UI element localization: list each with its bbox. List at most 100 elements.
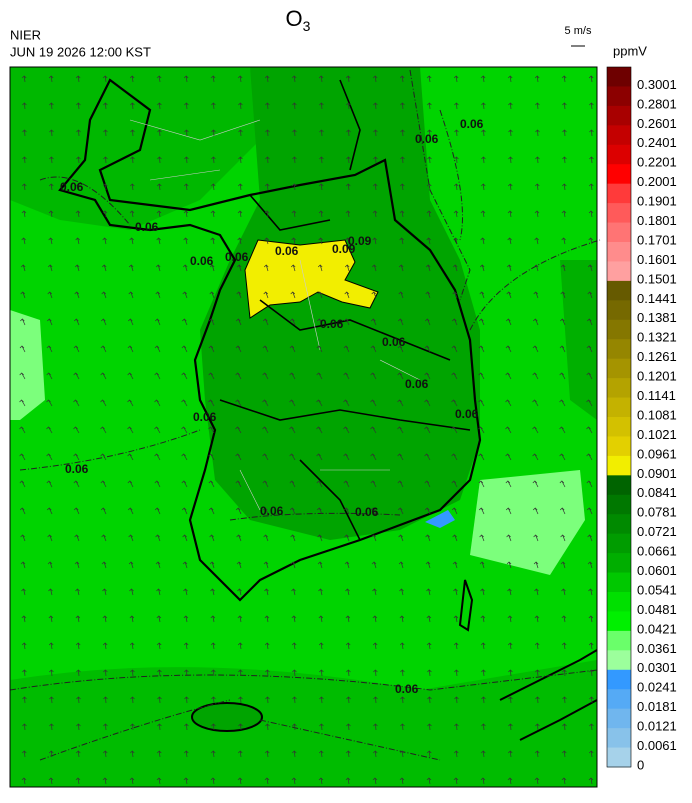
wind-arrow-head bbox=[373, 696, 378, 700]
wind-arrow bbox=[104, 183, 107, 191]
wind-arrow bbox=[375, 156, 377, 164]
wind-arrow bbox=[348, 156, 350, 164]
wind-arrow-head bbox=[127, 507, 133, 511]
wind-arrow-head bbox=[316, 372, 321, 376]
wind-arrow bbox=[158, 642, 161, 650]
wind-arrow-head bbox=[238, 156, 243, 160]
wind-arrow bbox=[266, 750, 269, 758]
wind-arrow-head bbox=[236, 318, 241, 322]
wind-arrow-head bbox=[291, 75, 297, 79]
wind-arrow-head bbox=[505, 426, 510, 430]
wind-arrow-head bbox=[426, 75, 432, 79]
wind-arrow bbox=[429, 102, 431, 110]
wind-arrow-head bbox=[398, 534, 403, 538]
wind-arrow-head bbox=[211, 750, 216, 754]
colorbar-label: 0.2401 bbox=[637, 135, 677, 150]
wind-arrow-head bbox=[103, 750, 108, 754]
wind-arrow bbox=[293, 588, 296, 596]
wind-arrow-head bbox=[343, 345, 349, 349]
wind-arrow-head bbox=[127, 372, 132, 376]
wind-arrow-head bbox=[345, 75, 351, 79]
wind-arrow bbox=[319, 291, 323, 299]
colorbar-cell bbox=[607, 514, 631, 535]
wind-arrow-head bbox=[102, 75, 108, 79]
wind-arrow bbox=[240, 723, 242, 731]
wind-arrow bbox=[401, 588, 404, 596]
wind-arrow-head bbox=[102, 210, 108, 214]
wind-arrow bbox=[563, 183, 566, 191]
wind-arrow bbox=[131, 237, 134, 245]
wind-arrow bbox=[536, 588, 539, 596]
timestamp: JUN 19 2026 12:00 KST bbox=[10, 44, 151, 59]
wind-arrow-head bbox=[398, 318, 403, 322]
wind-arrow-head bbox=[101, 291, 106, 295]
colorbar-label: 0.2601 bbox=[637, 116, 677, 131]
wind-arrow bbox=[293, 183, 296, 191]
wind-arrow bbox=[482, 75, 485, 83]
wind-arrow-head bbox=[49, 129, 54, 133]
wind-arrow bbox=[428, 210, 431, 218]
wind-arrow bbox=[456, 156, 458, 164]
wind-arrow-head bbox=[155, 291, 160, 295]
wind-arrow-head bbox=[343, 507, 349, 511]
wind-arrow bbox=[292, 291, 296, 299]
wind-arrow-head bbox=[481, 156, 486, 160]
colorbar-label: 0.2801 bbox=[637, 96, 677, 111]
wind-arrow-head bbox=[73, 507, 79, 511]
wind-arrow-head bbox=[319, 723, 324, 727]
wind-arrow bbox=[400, 291, 404, 299]
wind-arrow-head bbox=[426, 642, 432, 646]
contour-label: 0.06 bbox=[260, 504, 284, 518]
wind-arrow bbox=[103, 561, 107, 569]
wind-arrow-head bbox=[318, 75, 324, 79]
wind-arrow bbox=[22, 561, 26, 569]
wind-arrow-head bbox=[372, 777, 378, 781]
wind-arrow-head bbox=[262, 345, 268, 349]
wind-arrow bbox=[562, 534, 566, 542]
wind-arrow-head bbox=[73, 345, 79, 349]
wind-arrow-head bbox=[22, 129, 27, 133]
wind-arrow-head bbox=[426, 210, 432, 214]
wind-arrow-head bbox=[424, 399, 429, 403]
wind-arrow bbox=[158, 588, 161, 596]
contour-label: 0.06 bbox=[190, 254, 214, 268]
wind-arrow-head bbox=[562, 723, 567, 727]
wind-arrow-head bbox=[289, 480, 295, 484]
colorbar-cell bbox=[607, 572, 631, 593]
wind-arrow bbox=[240, 696, 242, 704]
wind-arrow bbox=[399, 507, 404, 515]
wind-arrow bbox=[482, 642, 485, 650]
colorbar-label: 0.1021 bbox=[637, 427, 677, 442]
wind-arrow-head bbox=[319, 669, 324, 673]
wind-arrow bbox=[22, 534, 26, 542]
wind-arrow bbox=[320, 750, 323, 758]
colorbar-cell bbox=[607, 747, 631, 768]
wind-arrow-head bbox=[265, 156, 270, 160]
wind-arrow-head bbox=[427, 669, 432, 673]
wind-arrow-head bbox=[102, 642, 108, 646]
wind-arrow-head bbox=[371, 318, 376, 322]
wind-arrow-head bbox=[533, 534, 538, 538]
wind-arrow bbox=[212, 588, 215, 596]
wind-arrow bbox=[535, 318, 539, 326]
colorbar-label: 0.0241 bbox=[637, 680, 677, 695]
colorbar-label: 0.0481 bbox=[637, 602, 677, 617]
wind-arrow bbox=[265, 318, 269, 326]
wind-arrow-head bbox=[451, 345, 457, 349]
wind-arrow-head bbox=[507, 237, 512, 241]
wind-arrow-head bbox=[235, 453, 240, 457]
wind-arrow-head bbox=[184, 696, 189, 700]
wind-arrow-head bbox=[453, 615, 459, 619]
wind-arrow-head bbox=[290, 291, 295, 295]
wind-arrow-head bbox=[478, 399, 483, 403]
wind-arrow bbox=[347, 642, 350, 650]
contour-label: 0.06 bbox=[405, 377, 429, 391]
wind-arrow-head bbox=[479, 561, 485, 565]
wind-arrow-head bbox=[480, 615, 486, 619]
wind-arrow-head bbox=[370, 480, 376, 484]
wind-arrow-head bbox=[535, 129, 540, 133]
wind-arrow-head bbox=[103, 183, 108, 187]
wind-arrow bbox=[320, 588, 323, 596]
wind-arrow-head bbox=[289, 426, 294, 430]
wind-arrow bbox=[266, 183, 269, 191]
